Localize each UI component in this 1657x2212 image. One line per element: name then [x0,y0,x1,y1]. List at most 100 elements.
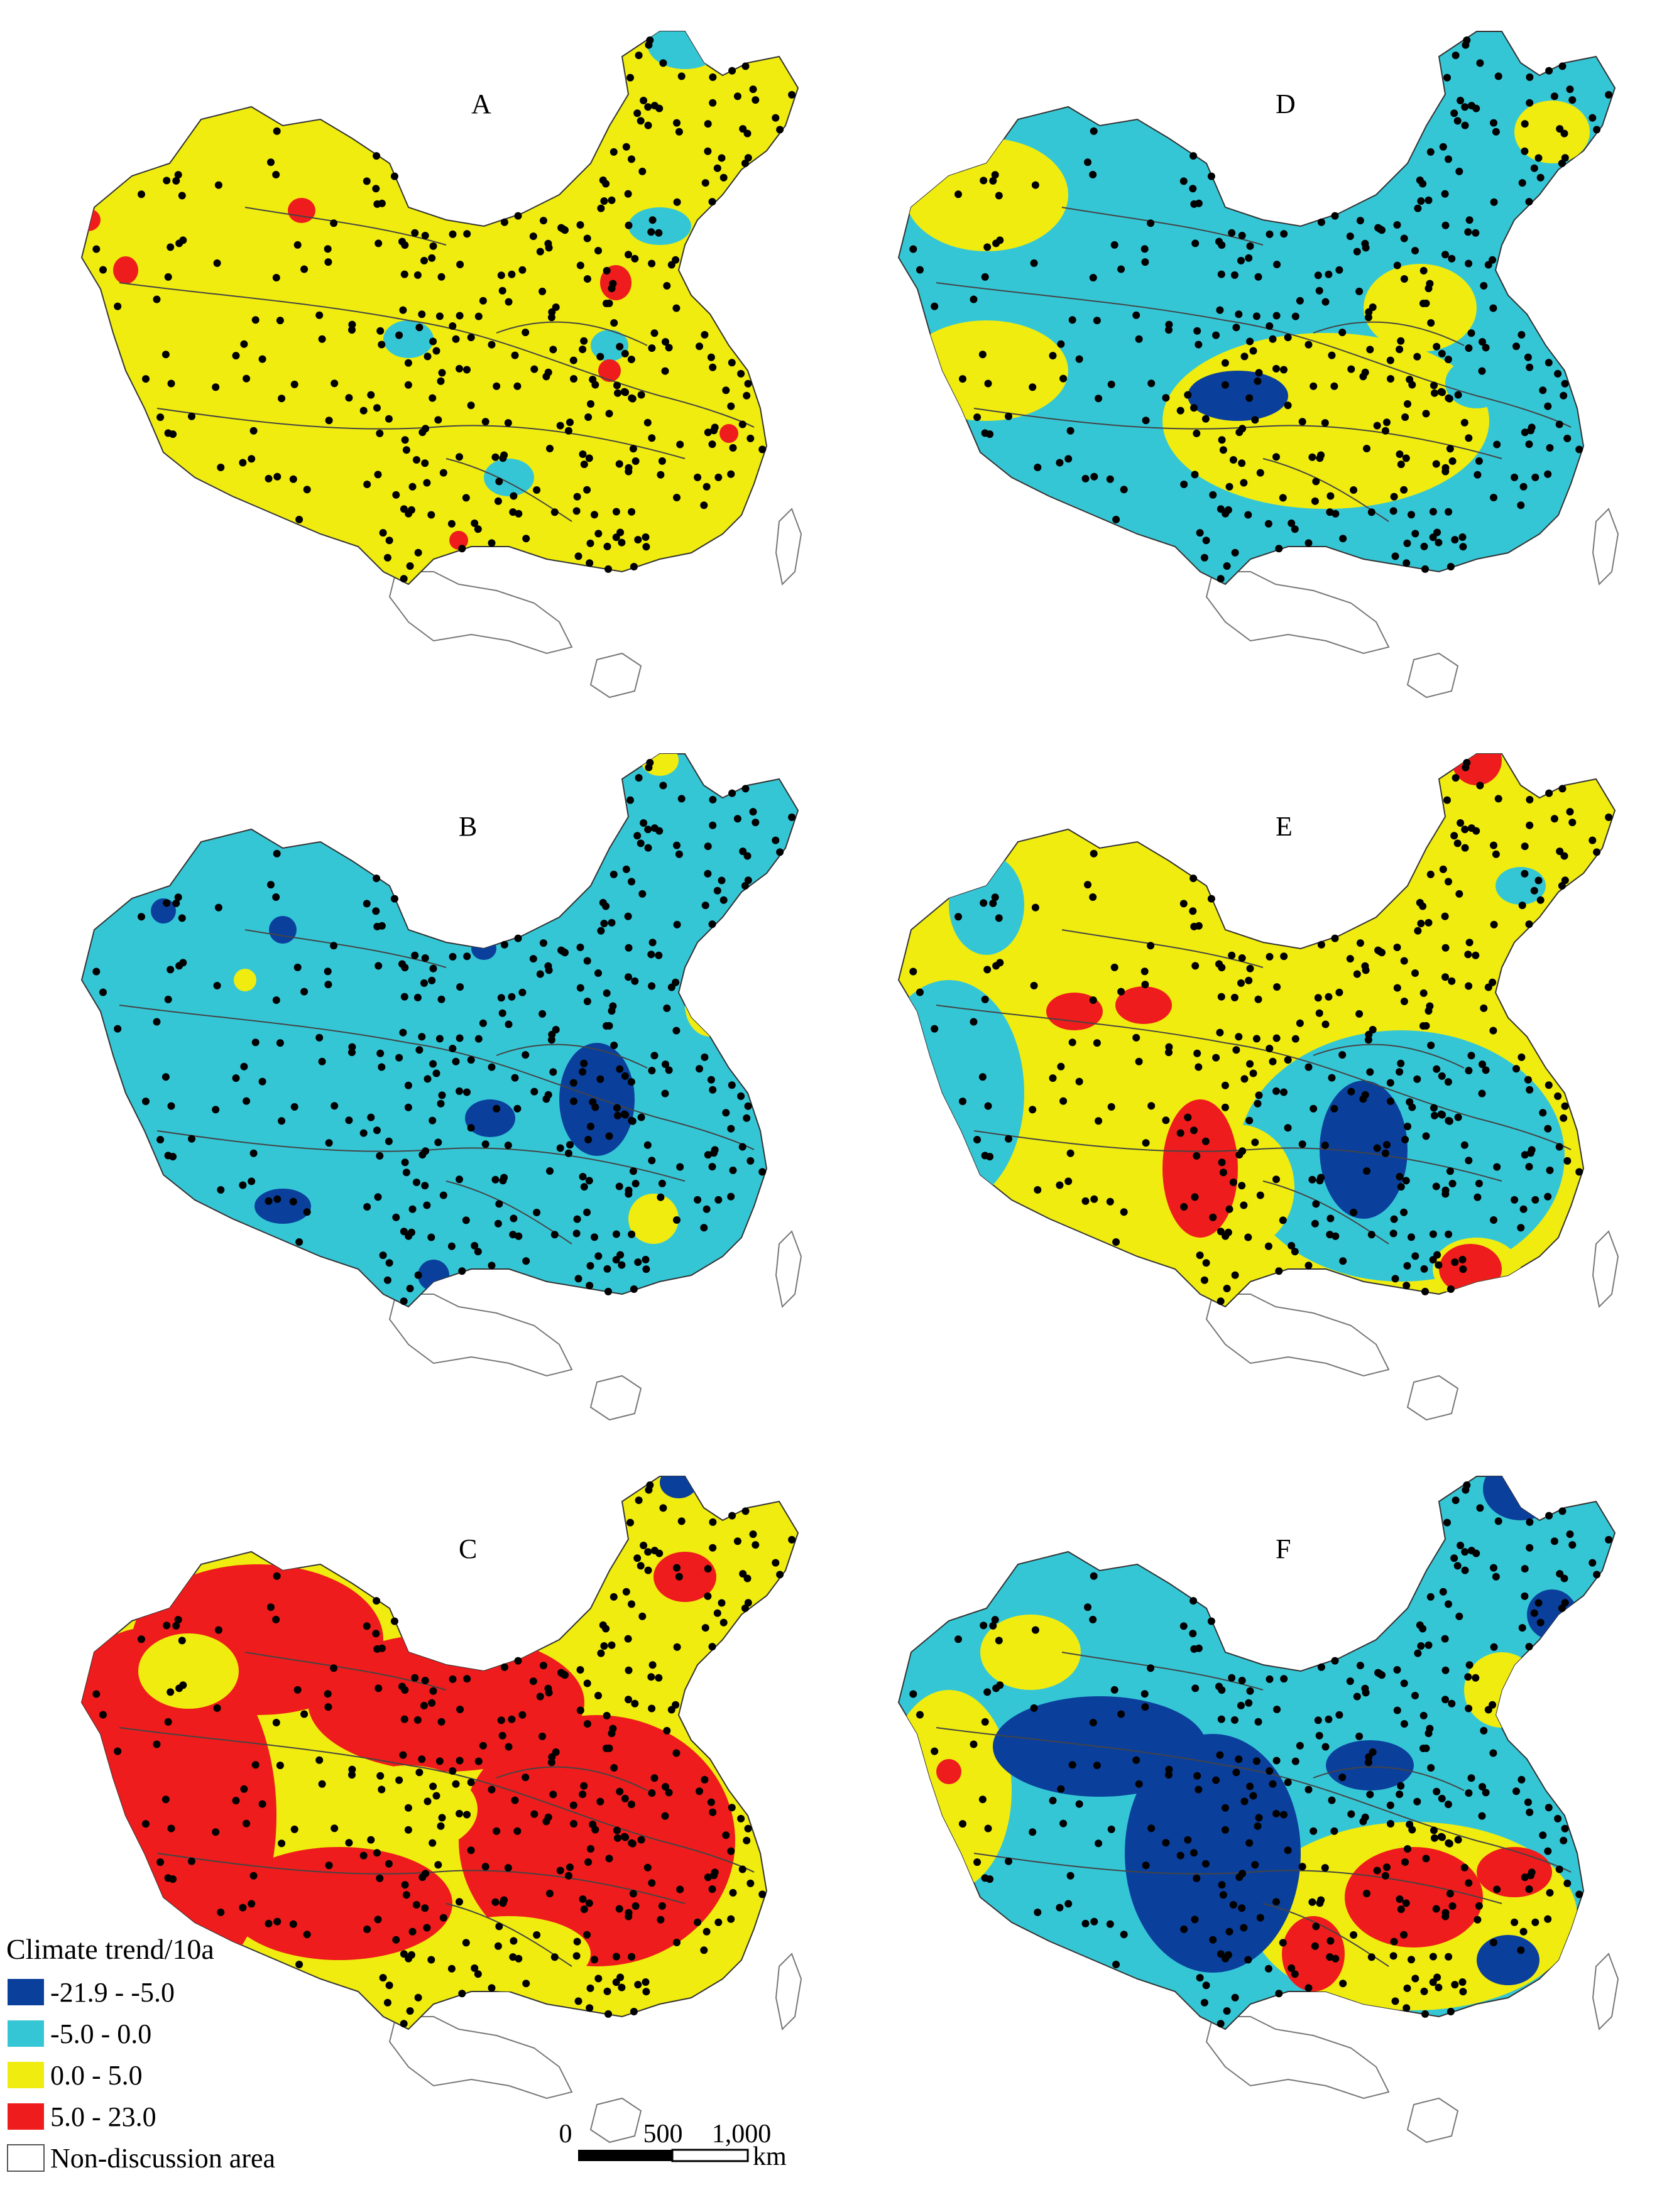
station-dot [1190,1849,1198,1857]
station-dot [1240,1075,1249,1083]
station-dot [1482,1789,1490,1797]
station-dot [1411,1692,1419,1699]
station-dot [1193,1049,1201,1057]
station-dot [1228,951,1236,959]
station-dot [367,391,375,399]
station-dot [374,1915,382,1924]
station-dot [1411,1975,1419,1983]
station-dot [1195,1785,1203,1794]
station-dot [529,955,537,963]
station-dot [714,1196,723,1204]
station-dot [788,90,796,99]
station-dot [1298,418,1306,426]
station-dot [363,1622,371,1630]
station-dot [1441,251,1449,259]
station-dot [1246,242,1254,250]
station-dot [909,1690,917,1698]
scale-tick-2: 1,000 [712,2120,772,2149]
station-dot [1075,1077,1083,1086]
station-dot [429,1687,437,1695]
station-dot [1461,1566,1469,1574]
legend-title: Climate trend/10a [6,1933,214,1965]
station-dot [931,1747,939,1755]
station-dot [240,1785,248,1793]
station-dot [1492,850,1500,858]
station-dot [99,988,107,996]
station-dot [422,1870,430,1878]
station-dot [708,1643,716,1651]
station-dot [1403,559,1411,567]
station-dot [1057,1062,1065,1071]
station-dot [412,1901,420,1909]
station-dot [1465,1067,1473,1075]
station-dot [642,1988,650,1996]
station-dot [267,158,275,166]
station-dot [240,340,248,348]
station-dot [1472,229,1480,237]
station-dot [655,104,664,112]
station-dot [1459,543,1467,551]
station-dot [1383,418,1391,427]
station-dot [1217,270,1225,278]
station-dot [583,998,591,1005]
station-dot [708,1885,716,1893]
station-dot [1093,1762,1101,1770]
scale-bar-white-segment [671,2149,749,2162]
station-dot [452,1057,460,1065]
station-dot [1288,519,1296,527]
station-dot [603,1711,611,1719]
station-dot [427,511,435,519]
station-dot [572,507,581,515]
station-dot [1416,898,1424,907]
station-dot [1554,1092,1562,1100]
station-dot [439,1914,447,1922]
station-dot [1330,1104,1338,1113]
station-dot [1249,347,1257,355]
station-dot [1558,160,1566,167]
station-dot [375,239,383,248]
station-dot [1400,486,1408,494]
station-dot [1460,1863,1468,1871]
station-dot [1397,337,1405,345]
station-dot [272,1616,280,1623]
station-dot [1605,1535,1613,1544]
station-dot [1147,219,1155,227]
station-dot [449,1767,457,1775]
station-dot [704,1565,712,1573]
station-dot [1338,329,1347,337]
station-dot [570,1098,577,1105]
station-dot [694,473,702,481]
station-dot [1420,542,1428,550]
station-dot [549,1790,557,1799]
station-dot [418,1033,426,1041]
station-dot [1200,1276,1208,1284]
station-dot [315,311,324,319]
station-dot [594,1975,603,1983]
station-dot [1396,1068,1404,1076]
station-dot [576,984,584,992]
station-dot [621,1072,629,1080]
station-dot [1550,1537,1558,1545]
station-dot [1476,1504,1484,1512]
station-dot [589,1098,597,1106]
station-dot [1225,1205,1233,1213]
station-dot [1413,352,1421,361]
station-dot [618,1983,626,1991]
station-dot [418,1755,426,1763]
station-dot [1403,1984,1411,1992]
station-dot [566,418,574,427]
station-dot [1112,516,1120,523]
station-dot [456,312,464,320]
station-dot [644,1548,652,1556]
station-dot [293,1686,302,1694]
station-dot [570,375,577,383]
station-dot [566,1141,574,1149]
station-dot [1064,1177,1073,1185]
station-dot [214,903,222,912]
station-dot [981,1874,989,1882]
station-dot [547,1758,555,1767]
station-dot [1328,1074,1336,1082]
station-dot [629,1890,637,1898]
station-dot [467,1056,475,1064]
station-dot [1365,1753,1373,1761]
